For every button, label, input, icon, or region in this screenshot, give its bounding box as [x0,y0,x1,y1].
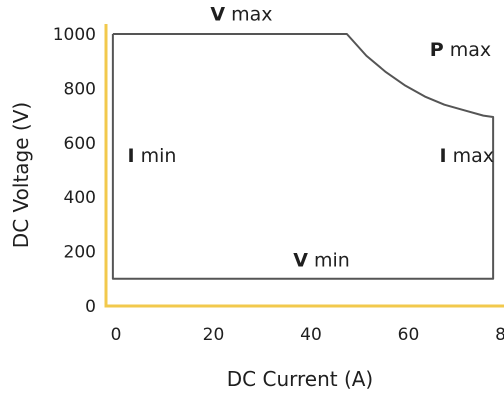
tick-labels: 0 200 400 600 800 1000 0 20 40 60 80 [53,25,504,345]
x-tick-label: 0 [111,325,122,345]
x-tick-label: 60 [398,325,420,345]
x-tick-label: 80 [495,325,504,345]
annotations-layer: V max P max I min I max V min [128,3,495,271]
y-tick-label: 800 [64,79,96,99]
y-tick-label: 400 [64,188,96,208]
x-tick-label: 40 [300,325,322,345]
region-annotation: V max [210,3,272,25]
x-tick-label: 20 [203,325,225,345]
region-annotation: I min [128,145,177,167]
y-axis-title: DC Voltage (V) [9,102,33,248]
region-annotation: I max [440,145,495,167]
region-annotation: V min [293,250,350,272]
y-tick-label: 200 [64,243,96,263]
y-tick-label: 1000 [53,25,96,45]
x-axis-title: DC Current (A) [227,367,373,391]
y-tick-label: 600 [64,134,96,154]
y-tick-label: 0 [85,297,96,317]
region-annotation: P max [430,39,491,61]
